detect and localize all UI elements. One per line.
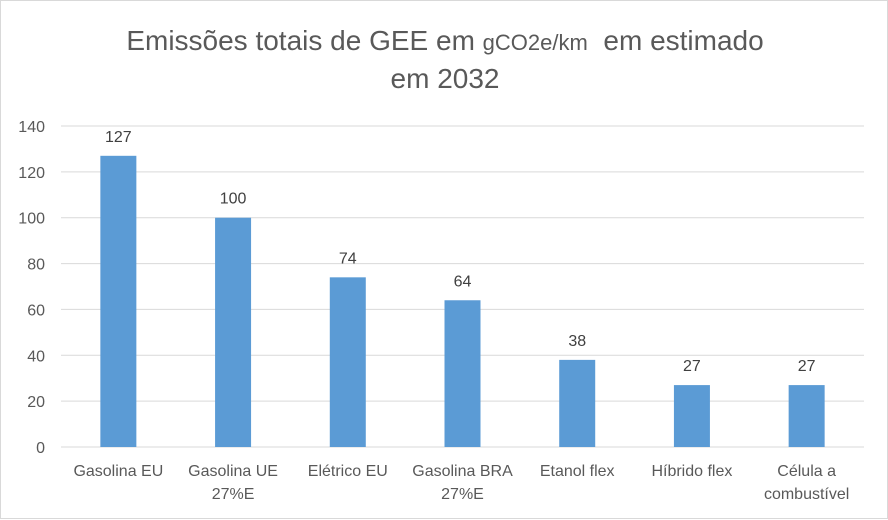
- x-tick-label: 27%E: [212, 486, 255, 503]
- x-tick-label: Gasolina EU: [73, 463, 163, 480]
- bar: [329, 277, 366, 447]
- x-tick-label: 27%E: [441, 486, 484, 503]
- chart-title: Emissões totais de GEE em gCO2e/km em es…: [1, 23, 888, 97]
- bar: [673, 385, 710, 447]
- x-axis-tick-labels: Gasolina EU Gasolina UE 27%E Elétrico EU Gas…: [73, 463, 849, 503]
- y-tick-label: 40: [27, 348, 45, 365]
- x-tick-label: Híbrido flex: [651, 463, 732, 480]
- bar: [100, 155, 137, 448]
- bar: [559, 359, 596, 447]
- y-axis-tick-labels: 0 20 40 60 80 100 120 140: [18, 119, 45, 457]
- bar: [444, 300, 481, 447]
- bar: [788, 385, 825, 447]
- y-tick-label: 80: [27, 257, 45, 274]
- x-tick-label: Célula a: [777, 463, 836, 480]
- y-tick-label: 20: [27, 394, 45, 411]
- chart-title-part-2: em estimado: [587, 25, 764, 56]
- x-tick-label: Elétrico EU: [308, 463, 388, 480]
- chart-title-line-2: em 2032: [390, 63, 500, 94]
- bar: [215, 217, 252, 447]
- chart-title-part-1: Emissões totais de GEE em: [126, 25, 483, 56]
- bar-data-label: 74: [339, 250, 357, 267]
- x-tick-label: Etanol flex: [540, 463, 615, 480]
- chart-title-line-1: Emissões totais de GEE em gCO2e/km em es…: [1, 23, 888, 61]
- bar-data-label: 64: [454, 273, 472, 290]
- y-tick-label: 140: [18, 119, 45, 136]
- y-tick-label: 60: [27, 302, 45, 319]
- x-tick-label: Gasolina UE: [188, 463, 278, 480]
- y-tick-label: 120: [18, 165, 45, 182]
- bar-data-label: 27: [683, 358, 701, 375]
- bars: [100, 155, 825, 448]
- bar-data-label: 127: [105, 129, 132, 146]
- x-tick-label: Gasolina BRA: [412, 463, 513, 480]
- chart-title-unit: gCO2e/km: [482, 30, 588, 55]
- y-tick-label: 0: [36, 440, 45, 457]
- bar-data-label: 38: [568, 333, 586, 350]
- data-labels: 127 100 74 64 38 27 27: [105, 129, 816, 375]
- bar-data-label: 100: [220, 191, 247, 208]
- x-tick-label: combustível: [764, 486, 849, 503]
- y-tick-label: 100: [18, 211, 45, 228]
- bar-data-label: 27: [798, 358, 816, 375]
